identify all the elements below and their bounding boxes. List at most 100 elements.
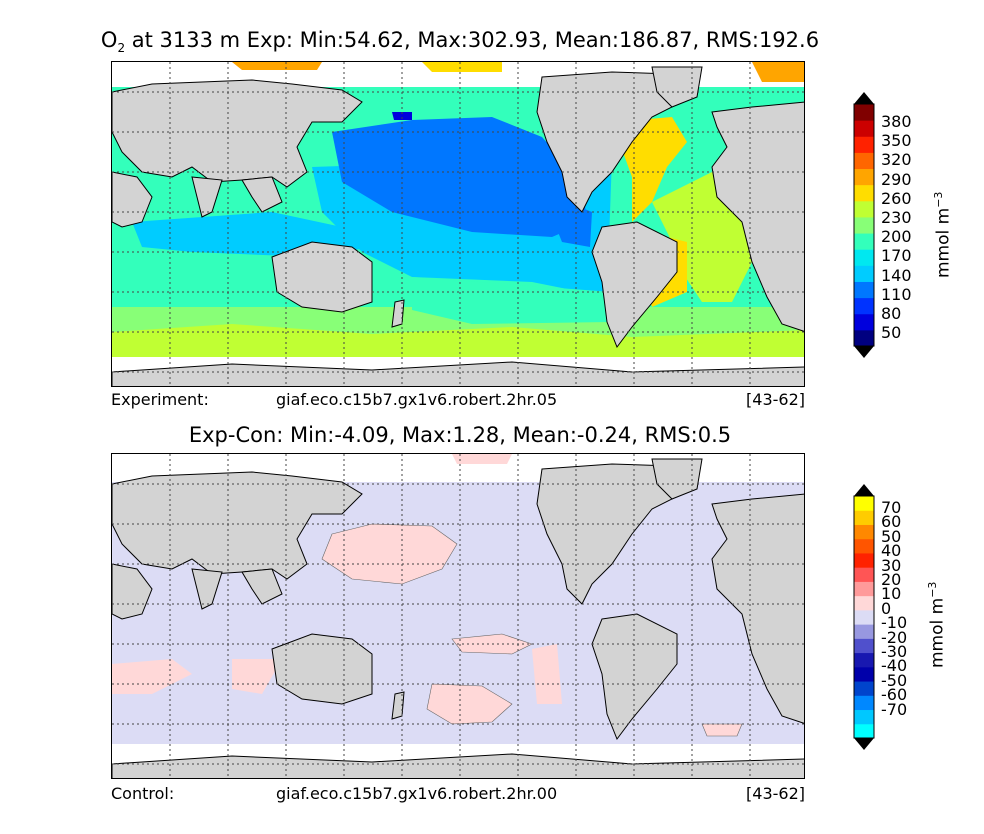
cbar2-swatch — [854, 567, 874, 582]
cbar2-swatch — [854, 638, 874, 654]
africa-east — [112, 171, 153, 228]
diff-pos-6 — [532, 644, 562, 704]
diff-pos-4 — [112, 659, 192, 694]
footer-label: Control: — [111, 784, 175, 803]
diff-pos-5 — [232, 659, 282, 694]
colorbar-tick-label: -10 — [881, 613, 908, 633]
title-o: O — [100, 28, 118, 52]
diff-africa-east — [112, 563, 153, 620]
cbar1-swatch — [854, 184, 874, 202]
colorbar-tick-label: 290 — [881, 169, 912, 189]
cbar1-swatch — [854, 281, 874, 299]
footer-case: giaf.eco.c15b7.gx1v6.robert.2hr.05 — [276, 390, 558, 409]
cbar1-swatch — [854, 152, 874, 170]
difference-map-canvas — [112, 454, 804, 778]
colorbar-tick-label: -30 — [881, 642, 908, 661]
cbar2-swatch — [854, 552, 874, 568]
footer-years: [43-62] — [746, 784, 805, 803]
southern-ocean-band-2 — [112, 324, 804, 357]
colorbar-tick-label: 230 — [881, 208, 912, 227]
diff-pos-3 — [426, 683, 513, 725]
unit-sup: −3 — [926, 581, 939, 598]
cbar2-swatch — [854, 709, 874, 725]
graticule — [112, 62, 804, 386]
pacific-blue-east — [542, 192, 592, 247]
colorbar-tick-label: 0 — [881, 598, 892, 618]
diff-se-asia — [241, 568, 283, 605]
se-asia — [241, 176, 283, 213]
title-sub: 2 — [117, 41, 126, 56]
cbar1-swatch — [854, 216, 874, 234]
cbar2-swatch — [854, 666, 874, 682]
panel1-title: O2 at 3133 m Exp: Min:54.62, Max:302.93,… — [0, 28, 920, 55]
colorbar-tick-label: 200 — [881, 227, 912, 247]
difference-map — [111, 453, 805, 779]
cbar2-swatch — [854, 723, 874, 739]
colorbar-tick-label: 320 — [881, 150, 912, 170]
panel1-colorbar — [850, 92, 878, 358]
colorbar-tick-label: 50 — [881, 526, 902, 546]
colorbar-tick-label: 70 — [881, 498, 902, 517]
panel1-colorbar-unit: mmol m−3 — [932, 192, 954, 278]
arctic-yellow — [422, 62, 502, 72]
diff-pos-1 — [321, 523, 458, 585]
cbar1-swatch — [854, 120, 874, 137]
colorbar-tick-label: 50 — [881, 323, 902, 343]
colorbar-tick-label: 40 — [881, 541, 902, 561]
cbar1-swatch — [854, 104, 874, 121]
cbar2-frame — [853, 495, 875, 739]
cbar2-swatch — [854, 524, 874, 540]
cbar2-swatch — [854, 496, 874, 511]
unit-sup: −3 — [932, 191, 945, 208]
cbar2-over-arrow — [854, 484, 874, 496]
arctic-orange-1 — [232, 62, 322, 70]
colorbar-svg — [853, 92, 875, 358]
cbar1-swatch — [854, 136, 874, 153]
cbar2-swatch — [854, 652, 874, 668]
colorbar-tick-label: -50 — [881, 670, 908, 690]
cbar2-swatch — [854, 609, 874, 625]
cbar2-swatch — [854, 581, 874, 597]
footer-years: [43-62] — [746, 390, 805, 409]
diff-pos-7 — [701, 723, 743, 737]
colorbar-tick-label: 260 — [881, 188, 912, 208]
colorbar-tick-label: -70 — [881, 699, 908, 719]
australia — [271, 241, 373, 313]
unit-text: mmol m — [927, 597, 948, 668]
cbar2-swatch — [854, 624, 874, 639]
diff-europe-africa — [711, 493, 804, 724]
cbar2-swatch — [854, 538, 874, 554]
cbar1-swatch — [854, 265, 874, 282]
cbar1-swatch — [854, 168, 874, 186]
cbar2-swatch — [854, 681, 874, 696]
cbar2-swatch — [854, 510, 874, 525]
panel2-title: Exp-Con: Min:-4.09, Max:1.28, Mean:-0.24… — [188, 423, 732, 447]
unit-text: mmol m — [933, 207, 954, 278]
cbar2-swatch — [854, 595, 874, 611]
pacific-dark-spot — [392, 112, 412, 120]
colorbar-tick-label: 80 — [881, 304, 902, 323]
diff-south-america — [591, 613, 678, 741]
footer-label: Experiment: — [111, 390, 209, 409]
colorbar-tick-label: 30 — [881, 555, 902, 575]
cbar1-under-arrow — [854, 346, 874, 358]
south-pacific-teal — [412, 277, 612, 324]
diff-arctic-pink — [452, 454, 512, 464]
colorbar-tick-label: 350 — [881, 131, 912, 151]
colorbar-svg — [853, 484, 875, 750]
cbar1-swatch — [854, 249, 874, 266]
colorbar-tick-label: 380 — [881, 112, 912, 131]
colorbar-tick-label: 110 — [881, 284, 912, 304]
footer-case: giaf.eco.c15b7.gx1v6.robert.2hr.00 — [276, 784, 558, 803]
cbar1-swatch — [854, 200, 874, 218]
greenland — [651, 66, 703, 108]
cbar1-over-arrow — [854, 92, 874, 104]
diff-greenland — [651, 458, 703, 500]
cbar2-swatch — [854, 695, 874, 711]
panel2-colorbar — [850, 484, 878, 750]
experiment-map — [111, 61, 805, 387]
colorbar-tick-label: -40 — [881, 656, 908, 676]
diff-continents — [112, 458, 804, 778]
arctic-orange-2 — [752, 62, 804, 82]
colorbar-tick-label: 20 — [881, 570, 902, 589]
